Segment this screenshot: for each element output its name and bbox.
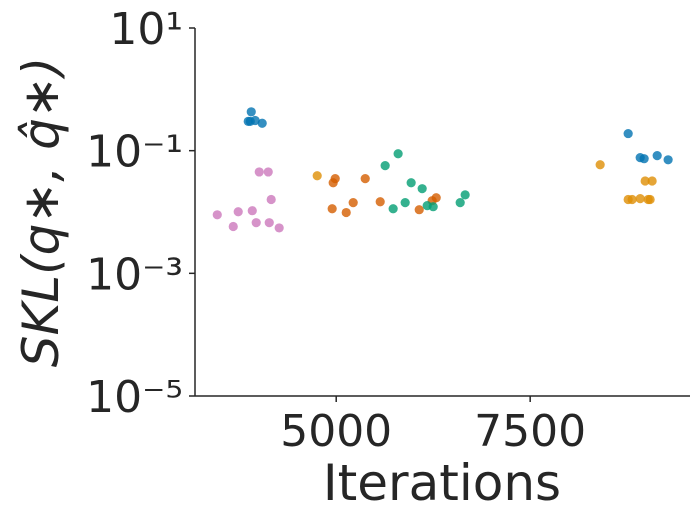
point [639, 154, 649, 164]
point [254, 167, 264, 177]
point [233, 207, 243, 217]
point [251, 218, 261, 228]
point [406, 178, 416, 188]
point [264, 218, 274, 228]
point [228, 221, 238, 232]
x-tick-label: 7500 [474, 406, 586, 457]
point [400, 198, 410, 208]
point [375, 197, 385, 207]
point [274, 223, 284, 233]
point [635, 194, 645, 204]
point [327, 204, 337, 214]
point [652, 151, 662, 161]
point [388, 204, 398, 214]
y-tick-label: 10⁻³ [86, 249, 183, 300]
point [250, 115, 260, 126]
point [417, 184, 427, 194]
point [595, 160, 605, 170]
point [348, 198, 358, 208]
y-axis-label: SKL(q∗, q̂∗) [12, 57, 70, 367]
point [623, 128, 633, 139]
point [263, 167, 273, 177]
point [360, 174, 370, 184]
x-tick-label: 5000 [280, 406, 392, 457]
point [330, 174, 340, 184]
y-tick-label: 10⁻⁵ [86, 372, 183, 423]
point [428, 202, 438, 212]
point [312, 171, 322, 181]
point [645, 194, 655, 205]
point [663, 155, 673, 165]
x-axis-label: Iterations [323, 454, 561, 512]
y-tick-label: 10¹ [109, 4, 183, 55]
point [257, 118, 267, 128]
point [212, 210, 222, 220]
point [246, 107, 256, 117]
point [380, 161, 390, 171]
point [266, 194, 276, 205]
point [627, 194, 637, 205]
point [431, 193, 441, 203]
point [460, 190, 470, 200]
y-tick-label: 10⁻¹ [86, 127, 183, 178]
point [341, 207, 351, 218]
point [647, 176, 657, 186]
point [247, 206, 257, 216]
point [640, 176, 650, 186]
point [393, 149, 403, 159]
point [414, 205, 424, 215]
point [455, 198, 465, 208]
point [243, 116, 253, 127]
